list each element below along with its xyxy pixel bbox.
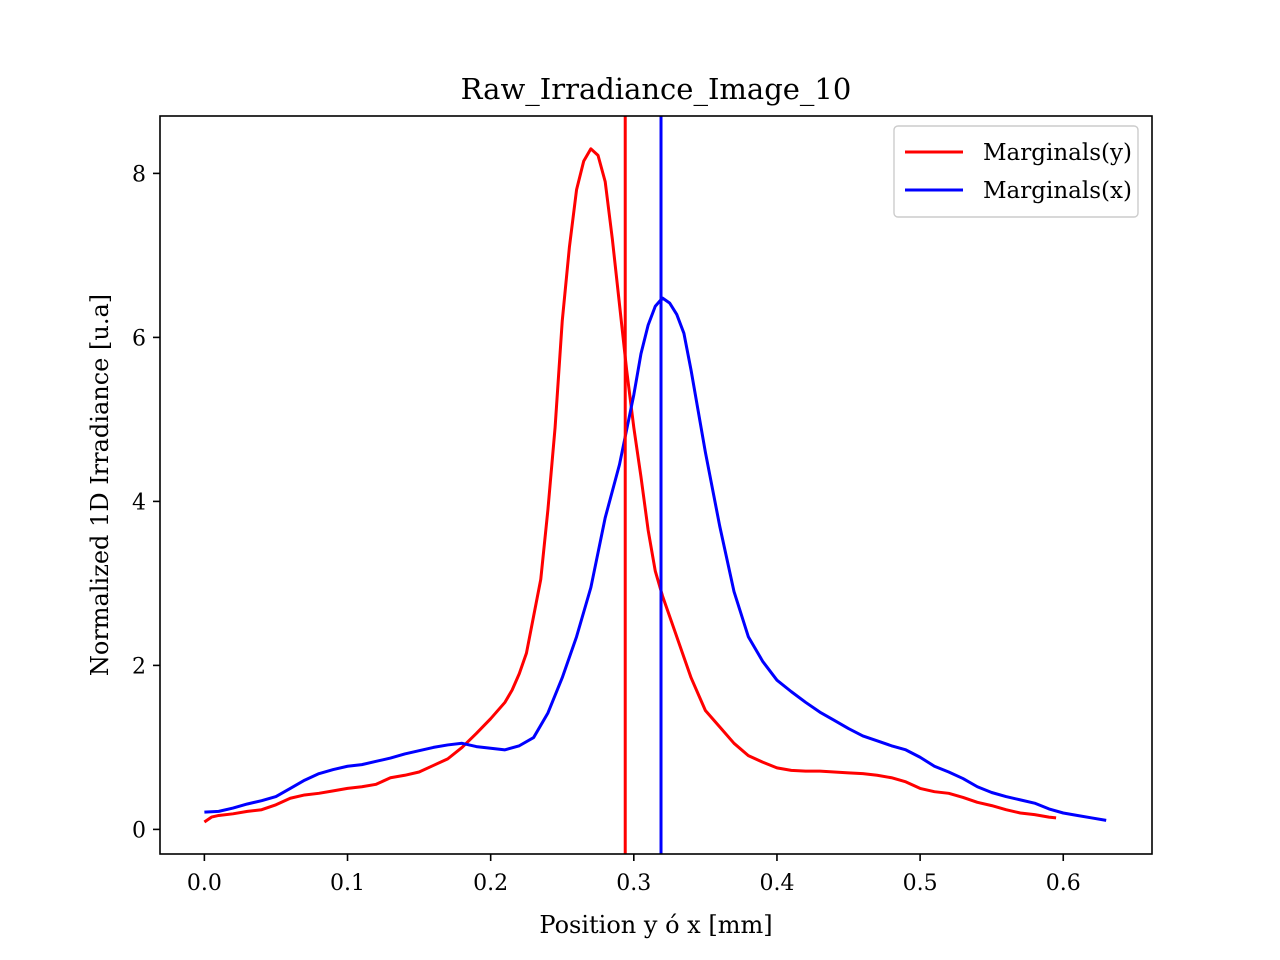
chart-title: Raw_Irradiance_Image_10 [461,72,852,107]
y-tick-label: 6 [132,326,146,351]
y-tick-label: 2 [132,654,146,679]
x-tick-label: 0.2 [473,871,508,896]
x-tick-label: 0.6 [1046,871,1081,896]
ticks: 0.0 0.1 0.2 0.3 0.4 0.5 0.6 0 2 4 6 8 [132,162,1081,896]
x-tick-label: 0.5 [903,871,938,896]
y-tick-label: 8 [132,162,146,187]
series-line-marginals-x [204,296,1107,822]
plot-area [203,116,1107,854]
y-tick-label: 0 [132,818,146,843]
legend: Marginals(y) Marginals(x) [893,125,1139,218]
x-tick-label: 0.3 [616,871,651,896]
x-tick-label: 0.1 [330,871,365,896]
legend-label-marginals-y: Marginals(y) [983,140,1132,166]
y-tick-label: 4 [132,490,146,515]
x-tick-label: 0.4 [759,871,794,896]
axes-frame [159,115,1153,855]
legend-box [893,125,1139,218]
series-line-marginals-y [203,147,1057,824]
x-axis-label: Position y ó x [mm] [539,911,772,939]
x-tick-label: 0.0 [187,871,222,896]
legend-label-marginals-x: Marginals(x) [983,178,1132,204]
y-axis-label: Normalized 1D Irradiance [u.a] [86,294,114,676]
